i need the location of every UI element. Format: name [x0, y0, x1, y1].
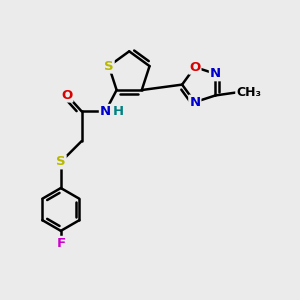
Text: F: F	[56, 237, 65, 250]
Text: N: N	[100, 105, 111, 118]
Text: O: O	[189, 61, 200, 74]
Text: N: N	[189, 96, 200, 109]
Text: CH₃: CH₃	[236, 86, 261, 99]
Text: N: N	[210, 67, 221, 80]
Text: S: S	[56, 155, 66, 168]
Text: S: S	[104, 60, 114, 73]
Text: O: O	[61, 88, 72, 101]
Text: H: H	[113, 105, 124, 118]
